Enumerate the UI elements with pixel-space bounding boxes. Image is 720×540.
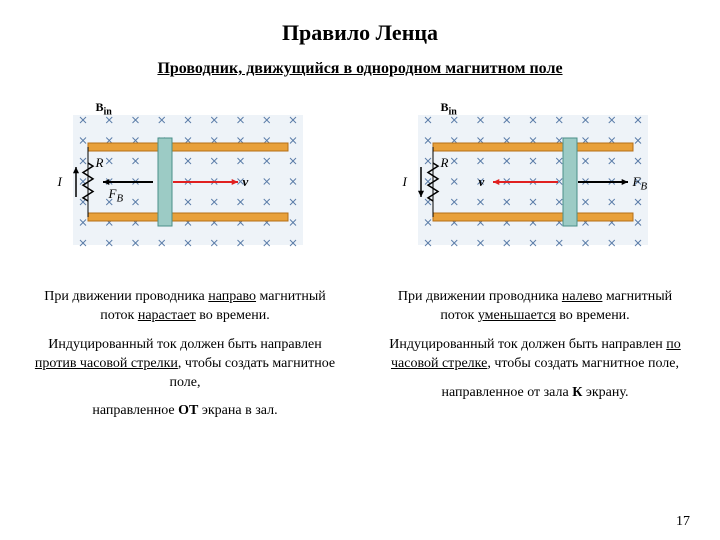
page-title: Правило Ленца [30,20,690,46]
r-label: R [441,155,449,171]
text-columns: При движении проводника направо магнитны… [30,288,690,431]
i-label: I [403,174,407,190]
f-label: FB [109,186,124,205]
b-label: Bin [96,100,112,117]
diagram-svg [48,88,328,268]
v-label: v [243,174,249,190]
left-p1: При движении проводника направо магнитны… [30,288,340,326]
right-p2: Индуцированный ток должен быть направлен… [380,336,690,374]
b-label: Bin [441,100,457,117]
right-p3: направленное от зала К экрану. [380,384,690,403]
v-label: v [479,174,485,190]
left-p2: Индуцированный ток должен быть направлен… [30,336,340,393]
right-column: При движении проводника налево магнитный… [380,288,690,431]
diagram-right: Bin I R FB v [393,88,673,268]
page-subtitle: Проводник, движущийся в однородном магни… [30,60,690,78]
r-label: R [96,155,104,171]
diagram-row: Bin I R FB v [30,88,690,268]
left-p3: направленное ОТ экрана в зал. [30,402,340,421]
right-p1: При движении проводника налево магнитный… [380,288,690,326]
f-label: FB [633,174,648,193]
i-label: I [58,174,62,190]
left-column: При движении проводника направо магнитны… [30,288,340,431]
diagram-svg [393,88,673,268]
diagram-left: Bin I R FB v [48,88,328,268]
page-number: 17 [676,514,690,530]
